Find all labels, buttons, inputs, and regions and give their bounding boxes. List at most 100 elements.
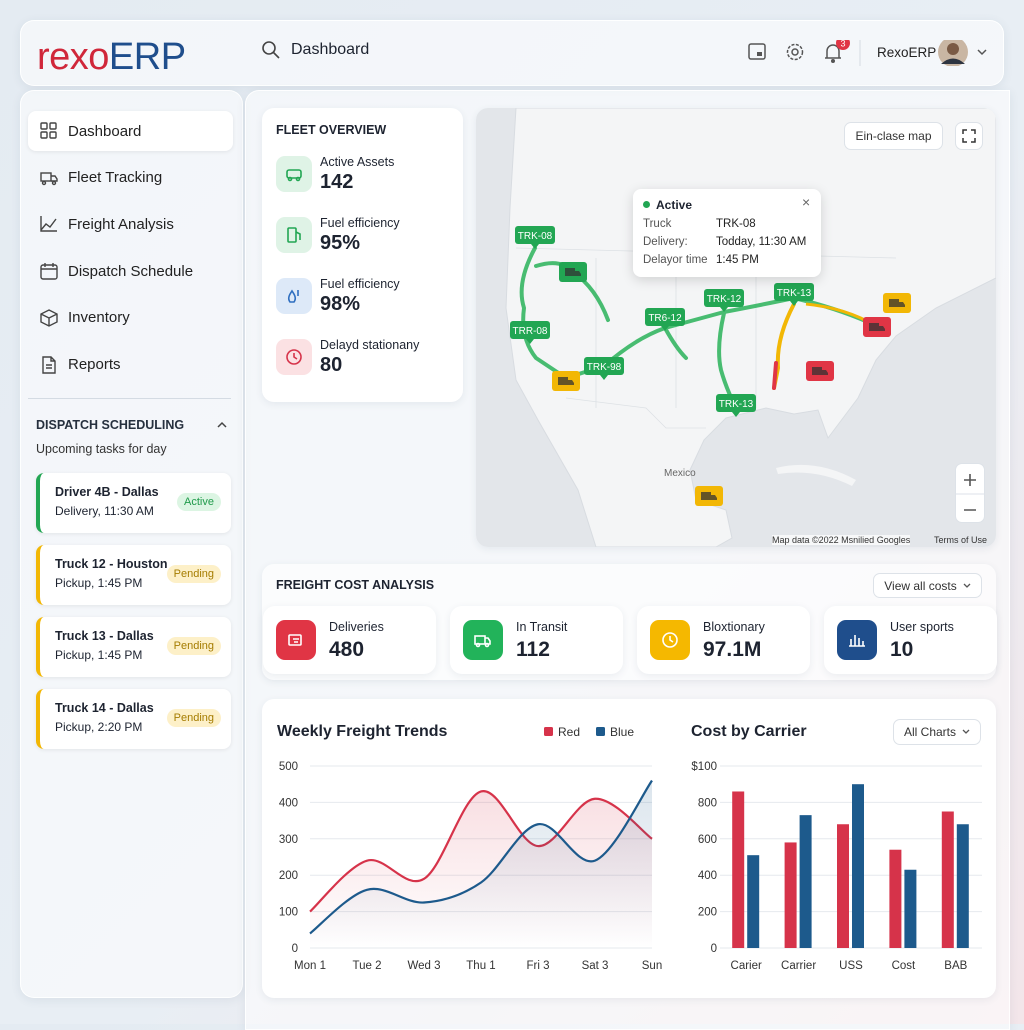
- kpi-value: 97.1M: [703, 638, 762, 661]
- status-pill: Active: [177, 493, 221, 511]
- map-marker[interactable]: TRR-08: [510, 321, 550, 344]
- truck-glyph: [558, 377, 574, 385]
- y-tick-label: 200: [279, 870, 298, 882]
- task-card[interactable]: Driver 4B - Dallas Delivery, 11:30 AM Acti…: [36, 473, 231, 533]
- map-button[interactable]: Ein-clase map: [844, 122, 943, 150]
- kpi-icon: [837, 620, 877, 660]
- chart-title: Weekly Freight Trends: [277, 723, 448, 740]
- truck-marker[interactable]: [552, 371, 580, 391]
- bar: [837, 824, 849, 948]
- card-title: FLEET OVERVIEW: [276, 123, 387, 137]
- kpi-icon: [463, 620, 503, 660]
- chevron[interactable]: [977, 49, 987, 56]
- truck-marker[interactable]: [806, 361, 834, 381]
- truck-marker[interactable]: [883, 293, 911, 313]
- nav-item[interactable]: Fleet Tracking: [28, 158, 233, 198]
- truck-marker[interactable]: [863, 317, 891, 337]
- kpi-card: In Transit 112: [450, 606, 623, 674]
- marker-pin: [600, 375, 608, 380]
- legend-label: Red: [558, 725, 580, 739]
- kpi-card: Bloxtionary 97.1M: [637, 606, 810, 674]
- settings-icon[interactable]: [786, 43, 804, 61]
- task-detail: Delivery, 11:30 AM: [55, 504, 154, 518]
- y-tick-label: 400: [279, 797, 298, 809]
- marker-box: [584, 357, 624, 375]
- task-title: Truck 14 - Dallas: [55, 701, 154, 715]
- avatar[interactable]: [938, 40, 968, 66]
- bar: [852, 784, 864, 948]
- marker-pin: [720, 307, 728, 312]
- marker-box: [515, 226, 555, 244]
- x-tick-label: BAB: [944, 960, 967, 972]
- view-costs-button[interactable]: View all costs: [873, 573, 982, 598]
- y-tick-label: $100: [691, 761, 717, 773]
- metric-label: Delayd stationany: [320, 338, 420, 352]
- asset-icon: [276, 278, 312, 314]
- logo: rexoERP: [37, 36, 186, 79]
- user-name[interactable]: RexoERP: [877, 45, 936, 60]
- place-label: Mexico: [664, 468, 696, 479]
- map-marker[interactable]: TR6-12: [645, 308, 685, 331]
- bar: [732, 791, 745, 948]
- map-marker[interactable]: TRK-98: [584, 357, 624, 380]
- icon: [286, 349, 302, 365]
- collapse-icon[interactable]: [216, 420, 228, 430]
- task-card[interactable]: Truck 13 - Dallas Pickup, 1:45 PM Pending: [36, 617, 231, 677]
- legend-swatch: [596, 727, 605, 736]
- nav-item[interactable]: Reports: [28, 345, 233, 385]
- map-marker[interactable]: TRK-08: [515, 226, 555, 249]
- map-marker[interactable]: TRK-13: [716, 394, 756, 417]
- chevron: [962, 729, 970, 734]
- metric-value: 80: [320, 354, 343, 376]
- legend-label: Blue: [610, 725, 634, 739]
- kpi-value: 480: [329, 638, 365, 661]
- terms[interactable]: Terms of Use: [934, 535, 988, 545]
- bell-icon[interactable]: [825, 44, 841, 63]
- route-critical: [772, 361, 778, 390]
- status-dot: [643, 201, 650, 208]
- nav-item[interactable]: Inventory: [28, 298, 233, 338]
- truck-glyph: [565, 268, 581, 276]
- x-tick-label: Thu 1: [466, 960, 495, 972]
- map[interactable]: Mexico TRK-08 TRR-08 TR6-12 TRK-12 TRK-13 TRK…: [476, 108, 996, 547]
- nav-item[interactable]: Freight Analysis: [28, 204, 233, 244]
- task-card[interactable]: Truck 12 - Houston Pickup, 1:45 PM Pending: [36, 545, 231, 605]
- metric-value: 142: [320, 171, 354, 193]
- marker-label: TR6-12: [648, 313, 682, 324]
- monitor-icon[interactable]: [748, 43, 766, 60]
- close-icon[interactable]: ×: [802, 194, 811, 210]
- chart-filter[interactable]: All Charts: [893, 719, 981, 745]
- nav-label: Dashboard: [68, 122, 142, 140]
- x-tick-label: Sat 3: [582, 960, 609, 972]
- popup-key: Truck: [643, 218, 672, 230]
- marker-label: TRR-08: [512, 326, 547, 337]
- kpi-value: 112: [516, 638, 550, 661]
- nav-icon: [40, 171, 58, 185]
- bar: [747, 855, 760, 948]
- fullscreen-button[interactable]: [955, 122, 983, 150]
- zoom-control[interactable]: [955, 463, 985, 523]
- nav-item[interactable]: Dashboard: [28, 111, 233, 151]
- button-text: All Charts: [903, 725, 956, 739]
- logo-part: ERP: [108, 36, 186, 78]
- kpi-card: Deliveries 480: [263, 606, 436, 674]
- x-tick-label: Wed 3: [407, 960, 440, 972]
- task-card[interactable]: Truck 14 - Dallas Pickup, 2:20 PM Pending: [36, 689, 231, 749]
- kpi-card: User sports 10: [824, 606, 997, 674]
- kpi-label: Bloxtionary: [703, 620, 765, 634]
- x-tick-label: Cost: [892, 960, 916, 972]
- map-marker[interactable]: TRK-13: [774, 283, 814, 306]
- y-tick-label: 100: [279, 907, 298, 919]
- marker-box: [774, 283, 814, 301]
- truck-glyph: [869, 323, 885, 331]
- nav-item[interactable]: Dispatch Schedule: [28, 251, 233, 291]
- bar: [889, 849, 902, 948]
- marker-pin: [531, 244, 539, 249]
- truck-marker[interactable]: [559, 262, 587, 282]
- y-tick-label: 0: [292, 943, 298, 955]
- map-marker[interactable]: TRK-12: [704, 289, 744, 312]
- section-title: DISPATCH SCHEDULING: [36, 418, 185, 432]
- search[interactable]: Dashboard: [261, 40, 369, 60]
- fleet-overview: FLEET OVERVIEW Active Assets 142 Fuel effi…: [262, 108, 463, 402]
- truck-marker[interactable]: [695, 486, 723, 506]
